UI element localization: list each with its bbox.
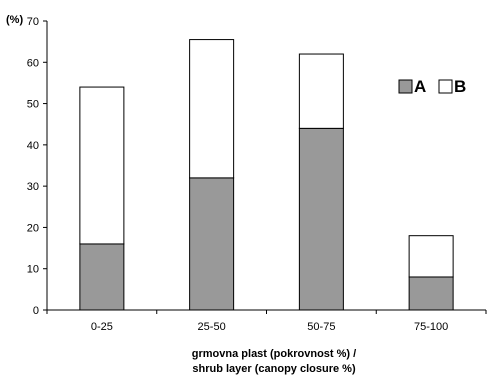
x-tick-label: 75-100	[414, 321, 448, 333]
bar-a-50-75	[298, 127, 344, 311]
y-tick-label: 30	[27, 181, 39, 193]
bar-b-0-25	[79, 86, 125, 245]
legend-label-a: A	[414, 77, 426, 96]
y-tick-label: 60	[27, 57, 39, 69]
y-unit-label: (%)	[6, 14, 23, 26]
bars	[79, 39, 454, 311]
y-tick-label: 40	[27, 140, 39, 152]
legend-label-b: B	[454, 77, 466, 96]
legend: A B	[398, 77, 466, 96]
y-tick-label: 70	[27, 16, 39, 28]
x-axis-title-line-1: grmovna plast (pokrovnost %) /	[192, 348, 356, 360]
bar-a-25-50	[189, 177, 235, 311]
x-tick-label: 0-25	[91, 321, 113, 333]
bar-a-75-100	[408, 276, 454, 311]
x-axis-title-line-2: shrub layer (canopy closure %)	[192, 363, 356, 375]
legend-swatch-a	[398, 79, 413, 94]
bar-a-0-25	[79, 243, 125, 311]
legend-swatch-b	[438, 79, 453, 94]
y-tick-label: 50	[27, 99, 39, 111]
y-tick-label: 10	[27, 264, 39, 276]
y-axis: 0 10 20 30 40 50 60 70	[27, 16, 48, 317]
y-tick-label: 0	[33, 305, 39, 317]
x-tick-label: 25-50	[198, 321, 226, 333]
bar-b-50-75	[298, 53, 344, 129]
x-axis: 0-25 25-50 50-75 75-100	[46, 309, 487, 333]
bar-b-75-100	[408, 235, 454, 278]
x-tick-label: 50-75	[307, 321, 335, 333]
y-tick-label: 20	[27, 222, 39, 234]
bar-b-25-50	[189, 39, 235, 179]
